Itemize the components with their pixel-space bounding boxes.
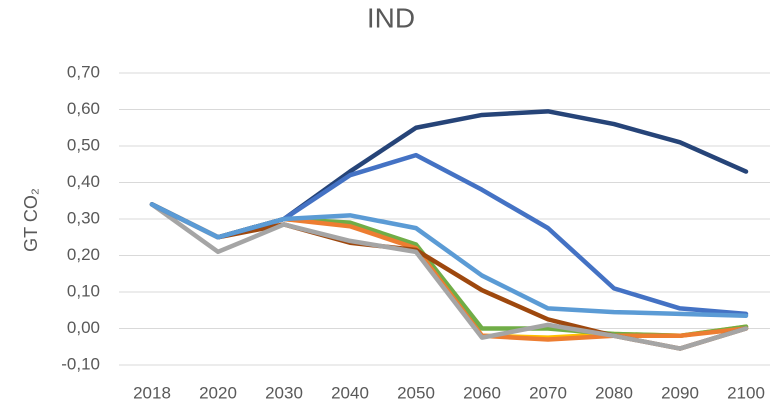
x-tick-label: 2040	[331, 383, 369, 402]
y-tick-label: 0,00	[67, 318, 100, 337]
series-line	[149, 202, 749, 351]
x-tick-label: 2020	[199, 383, 237, 402]
x-tick-label: 2090	[661, 383, 699, 402]
x-tick-label: 2070	[529, 383, 567, 402]
y-tick-label: 0,10	[67, 281, 100, 300]
y-tick-label: 0,20	[67, 245, 100, 264]
y-tick-label: 0,60	[67, 99, 100, 118]
chart-title: IND	[367, 2, 415, 33]
series-line	[149, 202, 749, 318]
x-tick-label: 2050	[397, 383, 435, 402]
y-axis-label: GT CO₂	[21, 188, 41, 252]
y-tick-label: 0,40	[67, 172, 100, 191]
y-tick-label: -0,10	[61, 354, 100, 373]
y-tick-label: 0,50	[67, 135, 100, 154]
x-tick-label: 2080	[595, 383, 633, 402]
x-tick-label: 2100	[727, 383, 765, 402]
x-tick-label: 2018	[133, 383, 171, 402]
x-tick-label: 2030	[265, 383, 303, 402]
series-line	[149, 202, 749, 351]
x-tick-label: 2060	[463, 383, 501, 402]
y-tick-label: 0,70	[67, 62, 100, 81]
y-tick-label: 0,30	[67, 208, 100, 227]
